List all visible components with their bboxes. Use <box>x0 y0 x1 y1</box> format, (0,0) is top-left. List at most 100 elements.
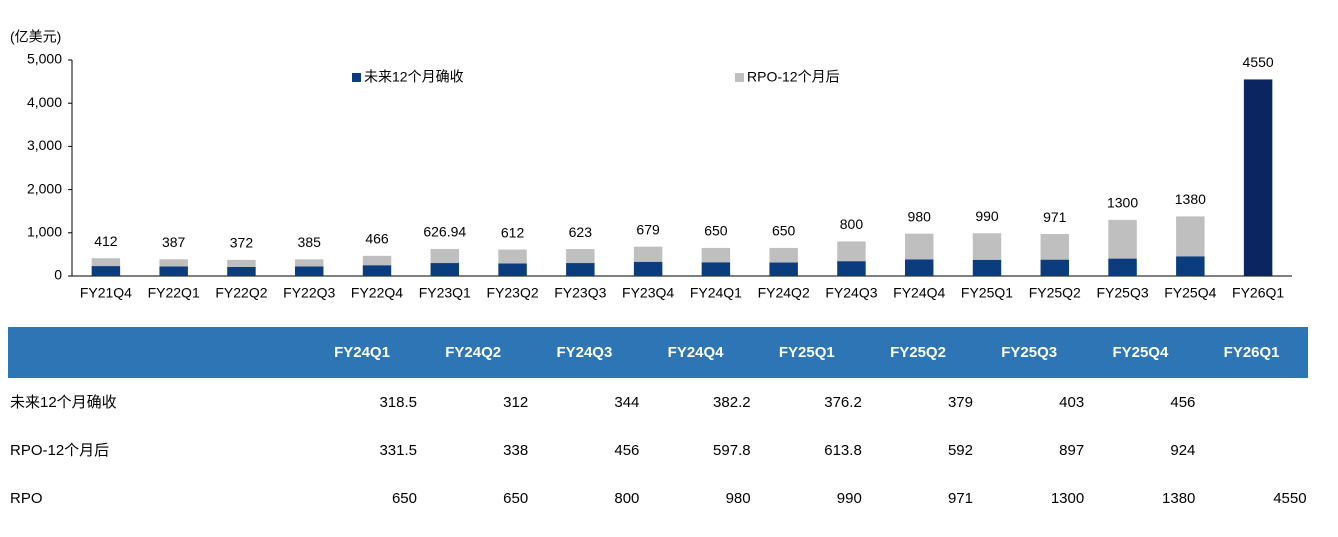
bar-segment <box>1040 259 1070 276</box>
x-tick-label: FY22Q4 <box>351 285 403 301</box>
y-unit: (亿美元) <box>10 29 61 45</box>
x-tick-label: FY24Q4 <box>893 285 945 301</box>
table-cell: 382.2 <box>713 394 751 411</box>
table-cell: 338 <box>503 442 528 459</box>
row-label: RPO <box>10 490 43 507</box>
table-cell: 924 <box>1170 442 1195 459</box>
total-label: 385 <box>298 234 322 250</box>
bar-segment <box>430 248 460 264</box>
total-label: 980 <box>908 208 932 224</box>
bar-segment <box>159 266 188 276</box>
table-cell: 897 <box>1059 442 1084 459</box>
bar-segment <box>91 258 121 267</box>
x-tick-label: FY23Q2 <box>486 285 538 301</box>
bar-segment <box>1108 258 1137 276</box>
table-header: FY24Q3 <box>556 344 612 361</box>
x-tick-label: FY23Q3 <box>554 285 606 301</box>
table-cell: 1300 <box>1051 490 1084 507</box>
total-label: 1380 <box>1175 191 1206 207</box>
x-tick-label: FY23Q1 <box>419 285 471 301</box>
bar-segment <box>498 249 527 264</box>
total-label: 412 <box>94 233 118 249</box>
table-cell: 990 <box>837 490 862 507</box>
bar-segment <box>633 261 663 276</box>
bar-segment <box>633 246 663 262</box>
legend-label: RPO-12个月后 <box>747 69 840 85</box>
bar-segment <box>227 259 256 267</box>
x-tick-label: FY22Q1 <box>148 285 200 301</box>
bar-segment <box>294 259 324 267</box>
bar-segment <box>701 262 731 276</box>
y-tick-label: 3,000 <box>27 137 62 153</box>
bar <box>1243 79 1273 276</box>
y-tick-label: 0 <box>54 267 62 283</box>
table-cell: 597.8 <box>713 442 751 459</box>
table-cell: 650 <box>503 490 528 507</box>
bar-segment <box>972 259 1002 276</box>
table-cell: 592 <box>948 442 973 459</box>
table-cell: 376.2 <box>824 394 862 411</box>
bar-segment <box>904 233 934 260</box>
table-header: FY24Q4 <box>668 344 725 361</box>
bar-segment <box>701 247 731 263</box>
x-tick-label: FY24Q2 <box>758 285 810 301</box>
table-cell: 800 <box>614 490 639 507</box>
legend-swatch <box>352 73 361 82</box>
table-header: FY26Q1 <box>1224 344 1280 361</box>
bar-segment <box>566 263 595 276</box>
total-label: 623 <box>569 224 593 240</box>
y-tick-label: 1,000 <box>27 224 62 240</box>
bar-segment <box>227 266 256 276</box>
bar-segment <box>1176 256 1205 276</box>
table-cell: 344 <box>614 394 639 411</box>
x-tick-label: FY22Q2 <box>215 285 267 301</box>
bar-segment <box>362 255 392 266</box>
y-tick-label: 2,000 <box>27 180 62 196</box>
y-tick-label: 4,000 <box>27 94 62 110</box>
total-label: 990 <box>975 208 999 224</box>
bar-segment <box>294 266 324 276</box>
x-tick-label: FY23Q4 <box>622 285 674 301</box>
table-cell: 4550 <box>1273 490 1306 507</box>
x-tick-label: FY22Q3 <box>283 285 335 301</box>
total-label: 800 <box>840 216 864 232</box>
table-cell: 613.8 <box>824 442 862 459</box>
total-label: 650 <box>772 223 796 239</box>
bar-segment <box>837 261 866 276</box>
table-cell: 456 <box>614 442 639 459</box>
x-tick-label: FY25Q4 <box>1164 285 1216 301</box>
bar-segment <box>837 241 866 262</box>
y-tick-label: 5,000 <box>27 51 62 67</box>
bar-segment <box>159 259 188 267</box>
x-tick-label: FY24Q1 <box>690 285 742 301</box>
total-label: 612 <box>501 224 525 240</box>
bar-segment <box>430 263 460 276</box>
bar-segment <box>362 265 392 276</box>
total-label: 971 <box>1043 209 1067 225</box>
table-cell: 650 <box>392 490 417 507</box>
row-label: 未来12个月确收 <box>10 394 117 411</box>
x-tick-label: FY24Q3 <box>825 285 877 301</box>
table-cell: 312 <box>503 394 528 411</box>
table-header: FY25Q3 <box>1001 344 1057 361</box>
bar-segment <box>91 266 121 276</box>
legend-swatch <box>735 73 744 82</box>
x-tick-label: FY25Q2 <box>1029 285 1081 301</box>
table-header: FY24Q2 <box>445 344 501 361</box>
x-tick-label: FY26Q1 <box>1232 285 1284 301</box>
bar-segment <box>972 233 1002 260</box>
table-header: FY24Q1 <box>334 344 390 361</box>
table-cell: 379 <box>948 394 973 411</box>
bar-segment <box>498 263 527 276</box>
total-label: 1300 <box>1107 195 1138 211</box>
table-cell: 318.5 <box>379 394 417 411</box>
x-tick-label: FY21Q4 <box>80 285 132 301</box>
bar-segment <box>1176 216 1205 257</box>
total-label: 650 <box>704 223 728 239</box>
table-header: FY25Q1 <box>779 344 835 361</box>
total-label: 4550 <box>1243 54 1274 70</box>
table-cell: 971 <box>948 490 973 507</box>
table-header-bg <box>8 327 1308 378</box>
bar-segment <box>769 247 798 263</box>
